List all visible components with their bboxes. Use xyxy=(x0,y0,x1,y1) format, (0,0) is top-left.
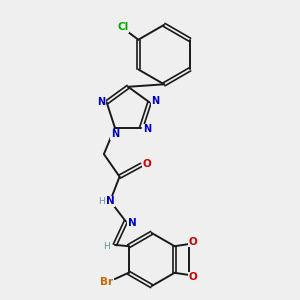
Text: N: N xyxy=(97,98,105,107)
Text: Br: Br xyxy=(100,277,113,287)
Text: N: N xyxy=(106,196,115,206)
Text: Cl: Cl xyxy=(117,22,128,32)
Text: H: H xyxy=(98,196,105,206)
Text: O: O xyxy=(188,272,197,282)
Text: N: N xyxy=(128,218,136,228)
Text: O: O xyxy=(143,159,152,169)
Text: H: H xyxy=(103,242,110,251)
Text: N: N xyxy=(151,96,159,106)
Text: N: N xyxy=(143,124,151,134)
Text: N: N xyxy=(111,129,119,140)
Text: O: O xyxy=(188,237,197,247)
